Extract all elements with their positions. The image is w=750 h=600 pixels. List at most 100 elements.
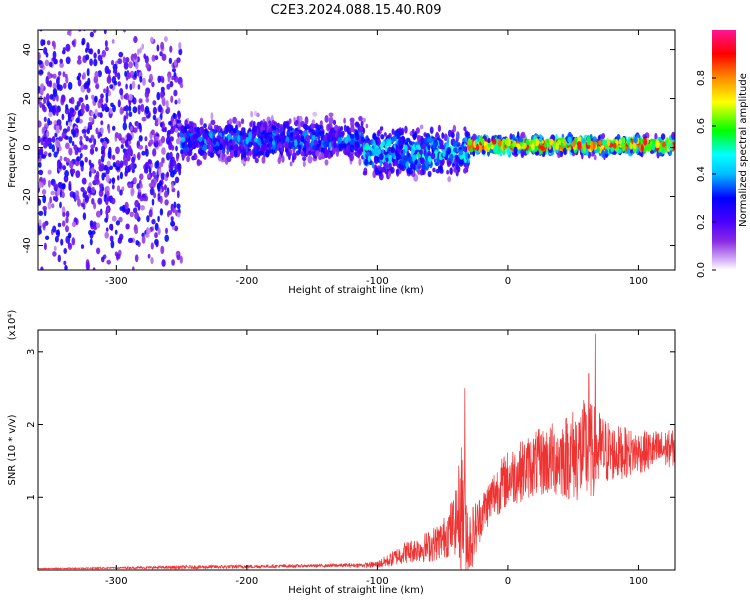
spectrogram-cell — [125, 57, 130, 63]
spectrogram-cell — [38, 210, 44, 216]
spectrogram-cell — [61, 191, 65, 199]
spectrogram-cell — [225, 125, 229, 133]
spectrogram-cell — [54, 0, 57, 3]
spectrogram-cell — [230, 149, 235, 159]
spectrogram-cell — [45, 93, 50, 102]
spectrogram-cell — [499, 149, 503, 157]
spectrogram-cell — [41, 19, 45, 24]
spectrogram-cell — [111, 39, 115, 44]
spectrogram-cell — [412, 154, 417, 161]
spectrogram-cell — [225, 138, 229, 144]
spectrogram-cell — [169, 80, 174, 88]
spectrogram-cell — [335, 150, 339, 157]
spectrogram-cell — [252, 125, 257, 132]
spectrogram-cell — [261, 133, 266, 139]
spectrogram-cell — [50, 190, 56, 196]
spectrogram-cell — [117, 237, 123, 244]
spectrogram-cell — [328, 116, 334, 125]
spectrogram-cell — [208, 123, 212, 129]
spectrogram-cell — [283, 124, 286, 131]
spectrogram-cell — [91, 166, 95, 174]
spectrogram-cell — [344, 136, 349, 144]
spectrogram-cell — [114, 229, 118, 235]
spectrogram-cell — [593, 154, 597, 161]
spectrogram-cell — [176, 6, 179, 12]
spectrogram-cell — [42, 222, 46, 229]
spectrogram-cell — [168, 142, 172, 150]
spectrogram-cell — [118, 216, 123, 223]
spectrogram-cell — [55, 139, 60, 148]
spectrogram-cell — [165, 136, 171, 145]
spectrogram-cell — [47, 179, 51, 188]
spectrogram-cell — [178, 48, 183, 56]
spectrogram-cell — [157, 75, 162, 84]
spectrogram-cell — [119, 189, 123, 196]
spectrogram-cell — [379, 126, 384, 131]
spectrogram-cell — [212, 137, 217, 145]
spectrogram-cell — [240, 127, 245, 133]
spectrogram-cell — [89, 238, 93, 246]
spectrogram-cell — [235, 124, 238, 133]
spectrogram-cell — [186, 146, 190, 152]
spectrogram-cell — [378, 148, 381, 155]
spectrogram-cell — [643, 146, 647, 154]
spectrogram-cell — [229, 124, 234, 132]
spectrogram-cell — [601, 149, 605, 158]
spectrogram-cell — [85, 47, 88, 53]
spectrogram-cell — [154, 161, 159, 169]
spectrogram-cell — [58, 161, 62, 170]
spectrogram-cell — [264, 138, 269, 144]
spectrogram-cell — [107, 127, 111, 134]
spectrogram-cell — [371, 161, 375, 169]
spectrogram-cell — [152, 180, 156, 188]
spectrogram-cell — [302, 156, 307, 162]
spectrogram-cell — [42, 39, 46, 46]
spectrogram-cell — [108, 146, 112, 155]
colorbar: 0.0 0.2 0.4 0.6 0.8 Normalized spectral ampl… — [696, 30, 749, 278]
spectrogram-cell — [231, 139, 235, 147]
spectrogram-cell — [56, 146, 60, 155]
spectrogram-cell — [91, 186, 96, 194]
spectrogram-cell — [38, 120, 42, 128]
spectrogram-cell — [164, 126, 167, 133]
spectrogram-cell — [396, 147, 401, 153]
spectrogram-cell — [39, 101, 42, 108]
spectrogram-cell — [281, 155, 285, 163]
spectrogram-cell — [96, 247, 101, 255]
spectrogram-cell — [419, 149, 423, 155]
spectrogram-cell — [117, 175, 120, 181]
spectrogram-cell — [128, 111, 133, 117]
spectrogram-cell — [240, 141, 244, 150]
spectrogram-cell — [105, 174, 110, 183]
spectrogram-cell — [271, 140, 276, 146]
spectrogram-cell — [71, 237, 76, 246]
spectrogram-cell — [465, 152, 469, 161]
spectrogram-cell — [237, 134, 241, 143]
spectrogram-cell — [165, 227, 168, 235]
spectrogram-cell — [152, 114, 157, 121]
spectrogram-cell — [119, 171, 123, 180]
spectrogram-cell — [197, 160, 203, 166]
spectrogram-cell — [167, 74, 171, 83]
snr-series-line — [38, 333, 675, 570]
spectrogram-cell — [145, 97, 150, 103]
spectrogram-cell — [458, 161, 464, 167]
spectrogram-cell — [337, 137, 342, 144]
spectrogram-cell — [194, 139, 198, 148]
spectrogram-cell — [279, 125, 283, 133]
spectrogram-cell — [284, 148, 289, 153]
spectrogram-cell — [62, 212, 66, 217]
spectrogram-cell — [160, 245, 165, 255]
spectrogram-cell — [540, 145, 546, 151]
spectrogram-cell — [97, 112, 101, 117]
spectrogram-cell — [201, 126, 205, 135]
spectrogram-cell — [68, 147, 73, 156]
spectrogram-cell — [171, 181, 174, 190]
spectrogram-cell — [546, 138, 550, 144]
spectrogram-cell — [71, 17, 75, 25]
spectrogram-cell — [268, 136, 273, 143]
spectrogram-cell — [143, 53, 146, 59]
spectrogram-cell — [178, 98, 181, 105]
spectrogram-cell — [58, 71, 62, 76]
spectrogram-cell — [446, 136, 450, 144]
